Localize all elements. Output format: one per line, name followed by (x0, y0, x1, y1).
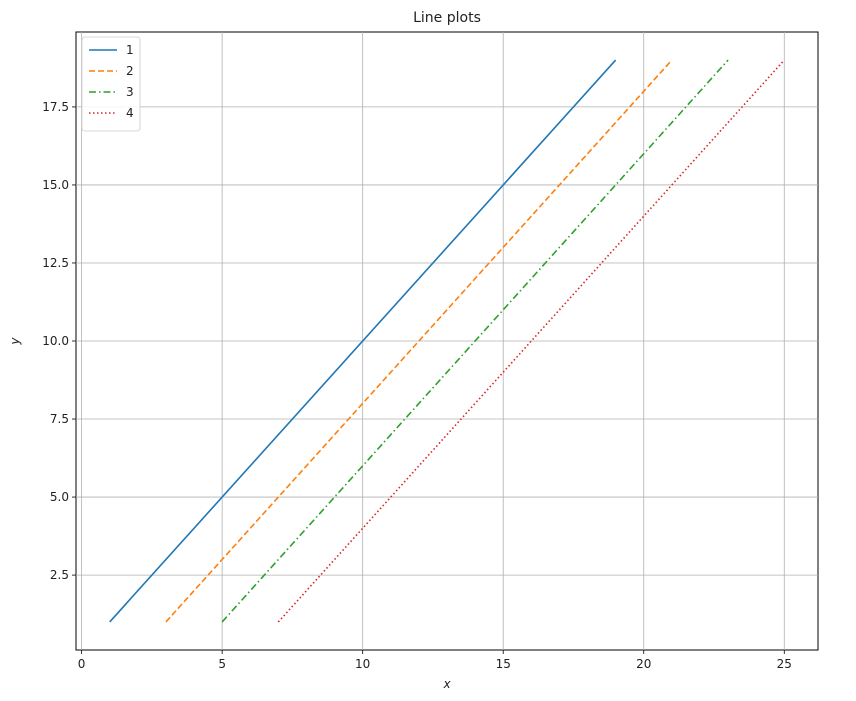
series-lines (109, 59, 785, 623)
x-tick-label: 10 (355, 657, 370, 671)
x-tick-label: 25 (777, 657, 792, 671)
y-tick-label: 12.5 (42, 256, 69, 270)
x-tick-label: 0 (78, 657, 86, 671)
y-tick-label: 10.0 (42, 334, 69, 348)
y-tick-label: 17.5 (42, 100, 69, 114)
x-tick-label: 15 (496, 657, 511, 671)
legend-label: 4 (126, 106, 134, 120)
x-axis-ticks: 0 5 10 15 20 25 (78, 650, 792, 671)
y-tick-label: 5.0 (50, 490, 69, 504)
chart-title: Line plots (413, 10, 481, 26)
series-line-2 (165, 59, 673, 623)
legend-label: 2 (126, 64, 134, 78)
y-axis-ticks: 2.5 5.0 7.5 10.0 12.5 15.0 17.5 (42, 100, 76, 582)
series-line-1 (109, 59, 617, 623)
y-tick-label: 2.5 (50, 568, 69, 582)
legend: 1 2 3 4 (81, 36, 141, 132)
grid (76, 32, 818, 650)
x-tick-label: 5 (218, 657, 226, 671)
legend-box (81, 36, 141, 132)
legend-label: 1 (126, 43, 134, 57)
x-axis-label: x (442, 677, 451, 691)
y-tick-label: 15.0 (42, 178, 69, 192)
legend-label: 3 (126, 85, 134, 99)
series-line-3 (221, 59, 729, 623)
x-tick-label: 20 (636, 657, 651, 671)
y-axis-label: y (8, 337, 22, 346)
y-tick-label: 7.5 (50, 412, 69, 426)
